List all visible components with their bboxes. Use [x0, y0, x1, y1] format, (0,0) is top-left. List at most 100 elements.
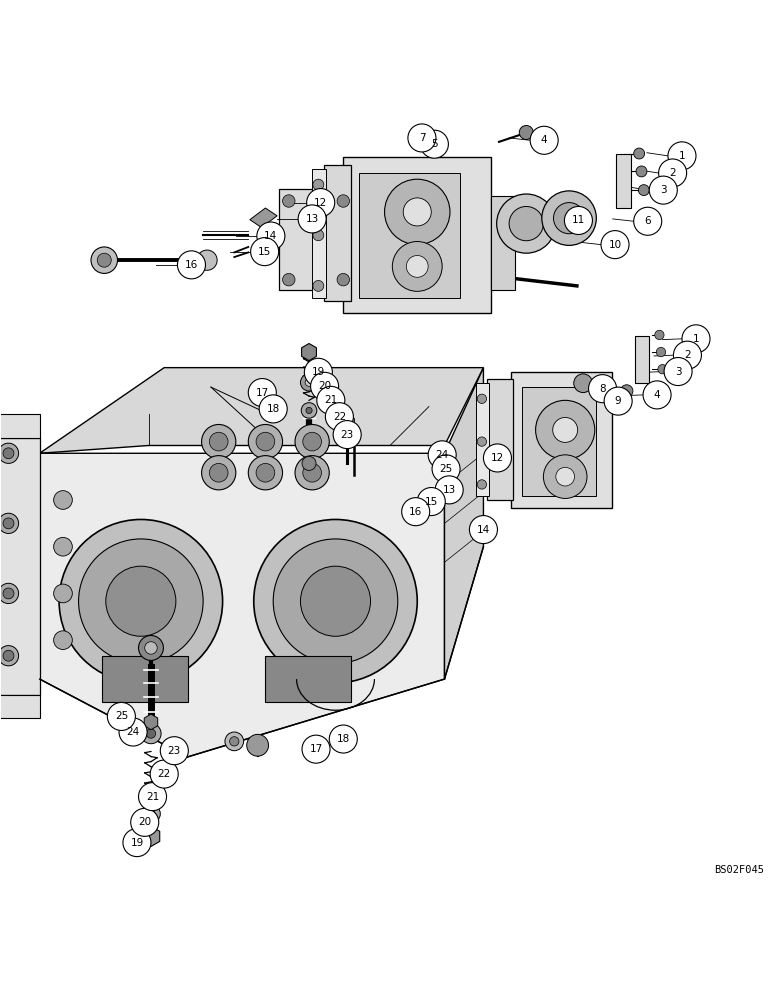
Text: 19: 19 [130, 838, 144, 848]
Polygon shape [142, 826, 160, 846]
Circle shape [633, 148, 644, 159]
Circle shape [301, 403, 317, 418]
Circle shape [139, 783, 167, 811]
Circle shape [141, 723, 161, 744]
Circle shape [604, 387, 632, 415]
Circle shape [509, 206, 544, 241]
Text: 11: 11 [572, 215, 585, 225]
Circle shape [530, 126, 558, 154]
Circle shape [477, 437, 487, 446]
Circle shape [209, 432, 228, 451]
Circle shape [59, 519, 222, 683]
Circle shape [305, 379, 313, 386]
Text: 4: 4 [541, 135, 548, 145]
Text: 15: 15 [424, 497, 438, 507]
Circle shape [553, 417, 578, 442]
Circle shape [420, 130, 448, 158]
Circle shape [329, 725, 357, 753]
Text: 7: 7 [419, 133, 425, 143]
Text: 2: 2 [684, 350, 691, 360]
Circle shape [246, 734, 268, 756]
Bar [491, 196, 515, 290]
Circle shape [254, 519, 417, 683]
Circle shape [54, 631, 73, 649]
Text: 14: 14 [477, 525, 490, 535]
Circle shape [123, 829, 151, 857]
Circle shape [643, 381, 671, 409]
Circle shape [477, 480, 487, 489]
Circle shape [225, 732, 243, 751]
Circle shape [106, 566, 176, 636]
Circle shape [259, 395, 287, 423]
Circle shape [3, 518, 14, 529]
Circle shape [519, 125, 534, 140]
Text: 20: 20 [138, 817, 151, 827]
Circle shape [337, 195, 349, 207]
Circle shape [589, 375, 616, 403]
Circle shape [139, 635, 164, 660]
Circle shape [248, 424, 282, 459]
Circle shape [79, 539, 203, 664]
Circle shape [668, 142, 696, 170]
Circle shape [201, 424, 236, 459]
Polygon shape [340, 418, 354, 424]
Circle shape [656, 347, 665, 357]
Circle shape [333, 421, 361, 449]
Circle shape [295, 424, 329, 459]
Text: 25: 25 [439, 464, 452, 474]
Circle shape [108, 702, 136, 730]
Polygon shape [144, 714, 158, 730]
Text: 3: 3 [675, 367, 682, 377]
Circle shape [601, 231, 629, 259]
Circle shape [313, 230, 324, 241]
Text: 5: 5 [431, 139, 438, 149]
Text: 16: 16 [409, 507, 422, 517]
Text: 18: 18 [337, 734, 350, 744]
Text: 12: 12 [491, 453, 504, 463]
Bar [635, 336, 649, 383]
Text: 21: 21 [324, 395, 338, 405]
Circle shape [432, 455, 460, 483]
Circle shape [337, 273, 349, 286]
Polygon shape [445, 368, 484, 679]
Circle shape [317, 386, 345, 414]
Circle shape [0, 646, 19, 666]
Circle shape [403, 198, 431, 226]
Text: 18: 18 [267, 404, 280, 414]
Circle shape [325, 403, 353, 431]
Circle shape [664, 358, 692, 386]
Circle shape [654, 330, 664, 340]
Circle shape [554, 203, 585, 234]
Text: 16: 16 [185, 260, 198, 270]
Circle shape [470, 516, 498, 544]
Bar [476, 383, 489, 496]
Circle shape [248, 456, 282, 490]
Circle shape [428, 441, 456, 469]
Bar [488, 379, 513, 500]
Circle shape [209, 463, 228, 482]
Text: 6: 6 [644, 216, 651, 226]
Text: 13: 13 [306, 214, 319, 224]
Circle shape [313, 280, 324, 291]
Circle shape [636, 166, 647, 177]
Text: 13: 13 [442, 485, 456, 495]
Bar [324, 165, 351, 301]
Circle shape [544, 455, 587, 498]
Circle shape [302, 456, 316, 470]
Circle shape [307, 189, 335, 217]
Text: 9: 9 [615, 396, 622, 406]
Polygon shape [302, 343, 317, 361]
Bar [359, 173, 460, 298]
Text: 14: 14 [264, 231, 278, 241]
Circle shape [385, 179, 450, 245]
Polygon shape [250, 208, 277, 227]
Circle shape [349, 434, 360, 445]
Circle shape [147, 729, 156, 738]
Circle shape [98, 253, 112, 267]
Polygon shape [40, 368, 484, 453]
Circle shape [408, 124, 436, 152]
Circle shape [151, 760, 178, 788]
Circle shape [273, 539, 398, 664]
Circle shape [497, 194, 556, 253]
Circle shape [638, 185, 649, 196]
